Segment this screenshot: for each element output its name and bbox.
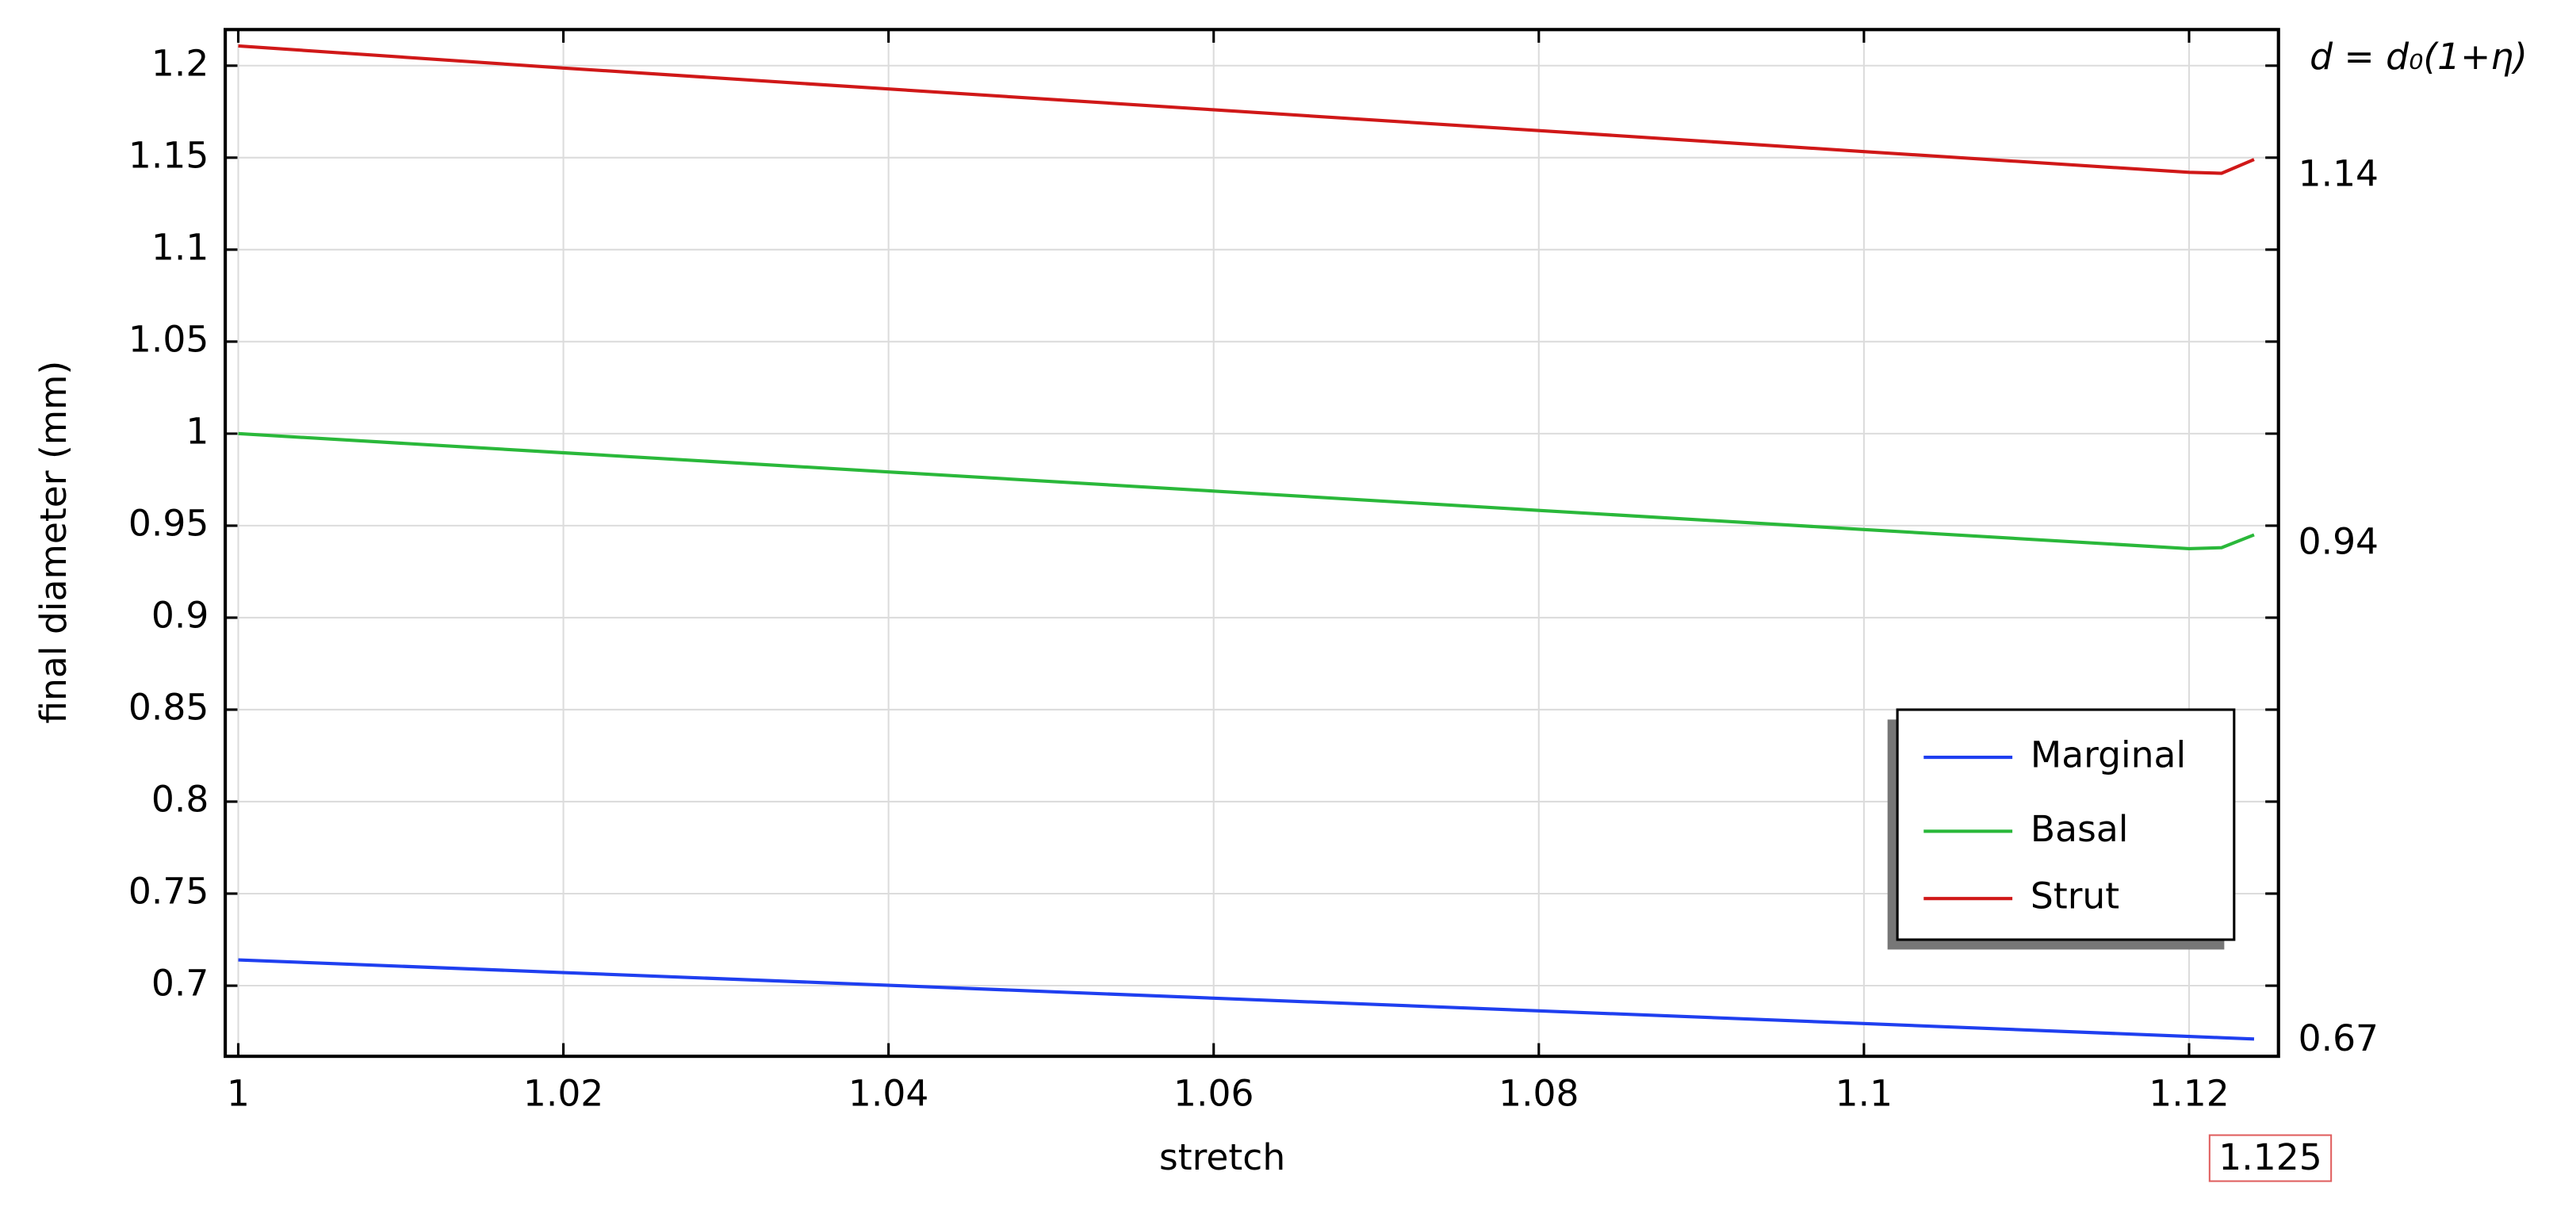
legend-label: Basal (2031, 808, 2129, 850)
y-tick-label: 1 (186, 410, 209, 452)
y-tick-label: 1.1 (151, 226, 209, 268)
end-label: 0.67 (2298, 1017, 2379, 1059)
y-tick-label: 0.95 (128, 502, 209, 544)
x-end-label: 1.125 (2218, 1136, 2321, 1178)
annotation: d = d₀(1+η) (2310, 36, 2528, 78)
legend (1896, 708, 2236, 941)
x-axis-label: stretch (1159, 1136, 1285, 1178)
y-tick-label: 0.7 (151, 963, 209, 1005)
legend-label: Marginal (2031, 734, 2186, 776)
legend-label: Strut (2031, 875, 2119, 917)
series-line (238, 44, 2255, 175)
series-line (238, 431, 2255, 550)
x-tick-label: 1.04 (848, 1072, 928, 1114)
y-tick-label: 0.75 (128, 870, 209, 912)
x-end-label-box (2208, 1134, 2333, 1182)
series-line (238, 958, 2255, 1041)
x-tick-label: 1 (227, 1072, 250, 1114)
x-tick-label: 1.02 (523, 1072, 603, 1114)
x-tick-label: 1.06 (1173, 1072, 1254, 1114)
y-tick-label: 1.15 (128, 134, 209, 176)
x-tick-label: 1.1 (1835, 1072, 1893, 1114)
plot-frame (224, 28, 2280, 1059)
y-tick-label: 1.05 (128, 318, 209, 360)
y-axis-label: final diameter (mm) (33, 361, 75, 724)
y-tick-label: 0.85 (128, 686, 209, 728)
y-tick-label: 1.2 (151, 42, 209, 84)
y-tick-label: 0.9 (151, 594, 209, 636)
y-tick-label: 0.8 (151, 778, 209, 820)
x-tick-label: 1.12 (2149, 1072, 2229, 1114)
x-tick-label: 1.08 (1499, 1072, 1579, 1114)
end-label: 0.94 (2298, 521, 2379, 563)
end-label: 1.14 (2298, 153, 2379, 195)
